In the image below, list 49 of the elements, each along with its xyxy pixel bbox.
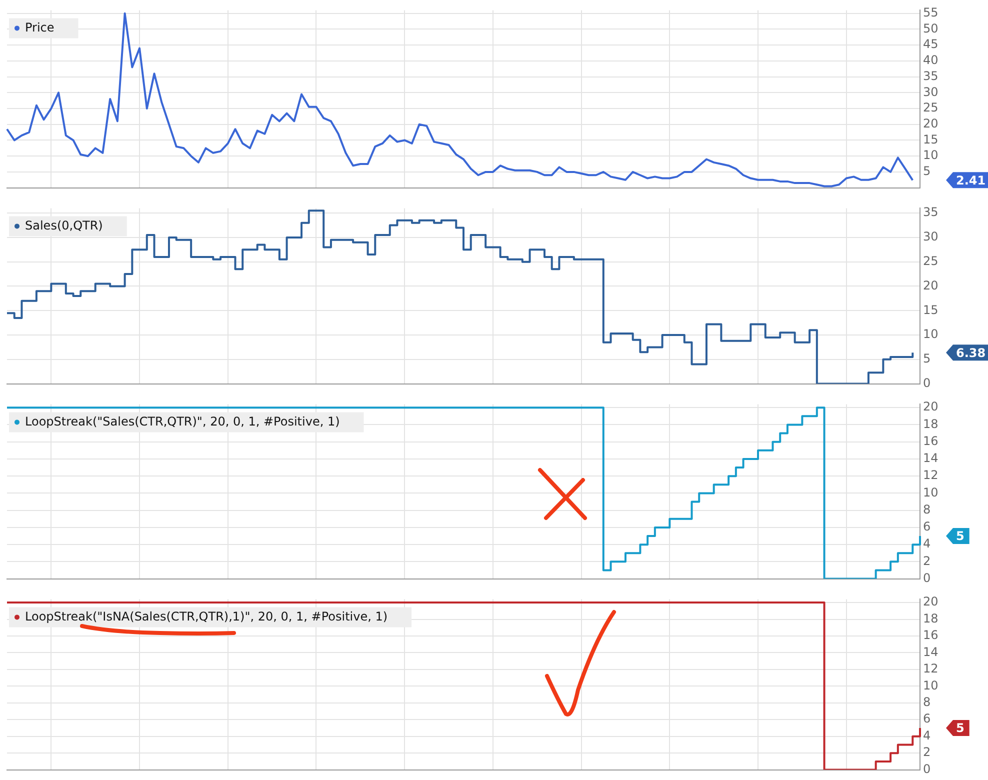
text: 2.41 bbox=[956, 173, 986, 188]
y-tick-label: 2 bbox=[923, 554, 931, 568]
y-tick-label: 30 bbox=[923, 84, 938, 99]
y-tick-label: 15 bbox=[923, 132, 938, 146]
y-tick-label: 25 bbox=[923, 100, 938, 115]
y-tick-label: 10 bbox=[923, 485, 938, 500]
y-tick-label: 15 bbox=[923, 302, 938, 317]
legend-label: Price bbox=[25, 20, 54, 34]
y-tick-label: 0 bbox=[923, 376, 931, 390]
y-tick-label: 14 bbox=[923, 644, 938, 659]
y-tick-label: 20 bbox=[923, 400, 938, 414]
y-tick-label: 18 bbox=[923, 611, 938, 626]
y-tick-label: 16 bbox=[923, 434, 938, 448]
y-tick-label: 50 bbox=[923, 21, 938, 36]
y-tick-label: 10 bbox=[923, 678, 938, 692]
y-tick-label: 18 bbox=[923, 416, 938, 431]
y-tick-label: 8 bbox=[923, 502, 931, 516]
y-tick-label: 45 bbox=[923, 37, 938, 52]
y-tick-label: 6 bbox=[923, 520, 931, 534]
y-tick-label: 6 bbox=[923, 712, 931, 726]
y-tick-label: 14 bbox=[923, 451, 938, 466]
y-tick-label: 4 bbox=[923, 728, 931, 742]
y-tick-label: 40 bbox=[923, 53, 938, 68]
text: 5 bbox=[956, 529, 964, 544]
y-tick-label: 25 bbox=[923, 254, 938, 268]
y-tick-label: 55 bbox=[923, 5, 938, 20]
y-tick-label: 8 bbox=[923, 695, 931, 710]
y-tick-label: 0 bbox=[923, 570, 931, 585]
y-tick-label: 20 bbox=[923, 116, 938, 130]
y-tick-label: 35 bbox=[923, 68, 938, 83]
y-tick-label: 5 bbox=[923, 352, 931, 366]
text: 5 bbox=[956, 721, 964, 736]
y-tick-label: 20 bbox=[923, 594, 938, 609]
legend-label: LoopStreak("Sales(CTR,QTR)", 20, 0, 1, #Positive, 1) bbox=[25, 414, 340, 428]
y-tick-label: 12 bbox=[923, 468, 938, 482]
legend-label: LoopStreak("IsNA(Sales(CTR,QTR),1)", 20, 0, 1, #Positive, 1) bbox=[25, 609, 388, 624]
y-tick-label: 4 bbox=[923, 536, 931, 551]
y-tick-label: 0 bbox=[923, 762, 931, 776]
y-tick-label: 10 bbox=[923, 148, 938, 162]
y-tick-label: 35 bbox=[923, 205, 938, 220]
y-tick-label: 30 bbox=[923, 230, 938, 244]
y-tick-label: 12 bbox=[923, 662, 938, 676]
y-tick-label: 2 bbox=[923, 745, 931, 760]
y-tick-label: 20 bbox=[923, 278, 938, 292]
legend-label: Sales(0,QTR) bbox=[25, 218, 103, 232]
y-tick-label: 10 bbox=[923, 327, 938, 342]
text: 6.38 bbox=[956, 346, 986, 360]
y-tick-label: 16 bbox=[923, 628, 938, 642]
y-tick-label: 5 bbox=[923, 164, 931, 178]
